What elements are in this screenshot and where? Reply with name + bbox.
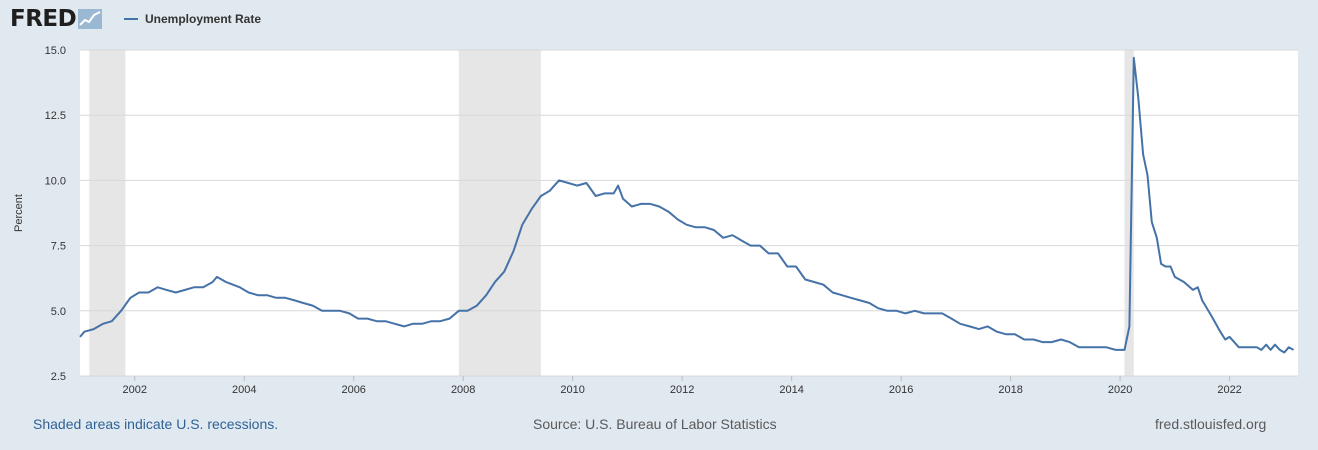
y-tick-label: 10.0 — [45, 175, 66, 187]
recession-note-link[interactable]: Shaded areas indicate U.S. recessions. — [33, 416, 279, 432]
x-tick-label: 2006 — [341, 384, 365, 396]
gridlines — [80, 49, 1298, 377]
y-tick-label: 2.5 — [51, 371, 66, 383]
site-link[interactable]: fred.stlouisfed.org — [1155, 416, 1267, 432]
x-tick-label: 2014 — [779, 384, 803, 396]
x-tick-label: 2010 — [560, 384, 584, 396]
x-tick-label: 2016 — [889, 384, 913, 396]
y-tick-label: 7.5 — [51, 241, 66, 253]
unemployment-chart: 2.55.07.510.012.515.0 2002 2004 2006 2008 20… — [13, 45, 1298, 396]
y-tick-label: 12.5 — [45, 110, 66, 122]
source-text: Source: U.S. Bureau of Labor Statistics — [533, 416, 777, 432]
series-line-unemployment-rate — [79, 56, 1295, 354]
x-tick-label: 2008 — [451, 384, 475, 396]
recession-band-0 — [89, 50, 126, 376]
y-tick-label: 5.0 — [51, 306, 66, 318]
recession-band-1 — [458, 50, 541, 376]
x-tick-label: 2012 — [670, 384, 694, 396]
y-axis-label: Percent — [13, 194, 25, 232]
recession-shading — [89, 50, 1134, 376]
x-tick-label: 2002 — [122, 384, 146, 396]
recession-band-2 — [1124, 50, 1134, 376]
x-axis-ticks: 2002 2004 2006 2008 2010 2012 2014 2016 2018 2020… — [122, 376, 1242, 396]
legend-label: Unemployment Rate — [145, 12, 262, 26]
y-tick-label: 15.0 — [45, 45, 66, 57]
x-tick-label: 2022 — [1217, 384, 1241, 396]
y-axis-ticks: 2.5 5.0 7.5 10.0 12.5 15.0 — [45, 45, 66, 383]
plot-background — [80, 50, 1298, 376]
line-graph-icon — [78, 9, 103, 29]
x-tick-label: 2020 — [1108, 384, 1132, 396]
chart-legend[interactable]: Unemployment Rate — [124, 12, 261, 26]
logo-text: FRED — [10, 6, 77, 32]
x-tick-label: 2018 — [998, 384, 1022, 396]
fred-logo[interactable]: FRED — [10, 6, 103, 32]
x-tick-label: 2004 — [232, 384, 256, 396]
legend-swatch — [124, 18, 138, 20]
